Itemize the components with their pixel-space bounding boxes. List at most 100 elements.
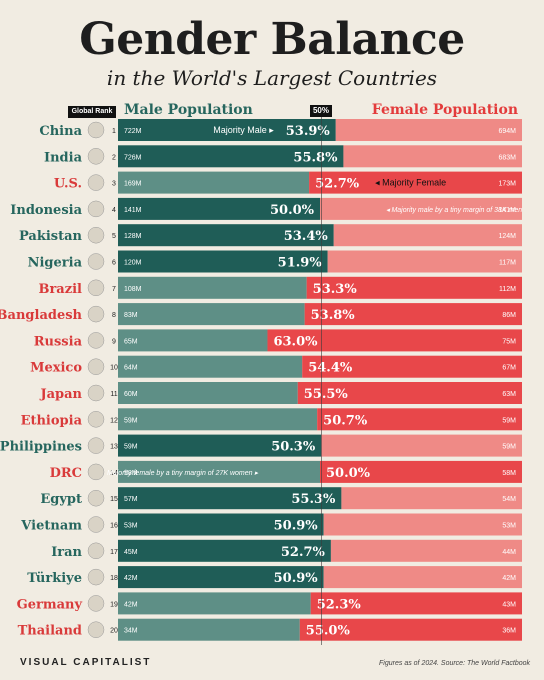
percentage-label: 63.0% [273, 334, 318, 349]
female-bar [304, 303, 522, 326]
drc-flag [87, 463, 105, 481]
percentage-label: 55.5% [304, 387, 349, 402]
male-bar [118, 513, 324, 536]
female-bar [335, 119, 522, 141]
country-label: Ethiopia [21, 413, 83, 428]
country-label: Nigeria [28, 256, 83, 271]
female-value-label: 141M [498, 207, 516, 214]
female-value-label: 44M [502, 549, 516, 556]
male-value-label: 59M [124, 417, 138, 424]
male-bar [118, 592, 311, 615]
source-note: Figures as of 2024. Source: The World Fa… [379, 660, 530, 667]
female-value-label: 112M [499, 286, 516, 293]
iran-flag [87, 542, 105, 560]
rank-label: 15 [110, 496, 118, 503]
country-label: Japan [39, 387, 82, 402]
rank-label: 19 [110, 601, 118, 608]
percentage-label: 50.0% [326, 466, 371, 481]
female-bar [299, 618, 522, 641]
male-value-label: 722M [124, 128, 142, 135]
male-bar [118, 119, 336, 141]
female-value-label: 694M [498, 128, 516, 135]
bangladesh-flag [87, 305, 105, 323]
country-label: Thailand [18, 624, 82, 639]
male-value-label: 83M [124, 312, 138, 319]
female-bar [302, 355, 522, 378]
female-bar [297, 382, 522, 404]
thailand-flag [87, 621, 105, 638]
female-value-label: 59M [502, 444, 516, 451]
male-bar [118, 250, 328, 273]
female-value-label: 42M [502, 575, 516, 582]
rank-label: 7 [112, 286, 116, 293]
rank-label: 2 [112, 154, 116, 161]
japan-flag [87, 384, 105, 402]
country-label: China [39, 124, 82, 139]
female-bar [323, 513, 522, 536]
male-value-label: 57M [124, 496, 138, 503]
percentage-label: 53.9% [286, 124, 331, 139]
male-value-label: 108M [124, 286, 142, 293]
male-bar [118, 460, 320, 483]
percentage-label: 55.3% [291, 492, 336, 507]
country-label: Türkiye [27, 571, 82, 586]
female-value-label: 53M [502, 523, 516, 530]
country-label: Brazil [38, 282, 82, 297]
female-bar [317, 408, 522, 431]
egypt-flag [87, 489, 105, 507]
brand-logo: VISUAL CAPITALIST [20, 657, 152, 668]
rank-label: 4 [112, 207, 116, 214]
country-label: Iran [51, 545, 82, 560]
male-bar [118, 145, 344, 168]
male-value-label: 58M [124, 470, 138, 477]
germany-flag [87, 595, 105, 612]
country-label: Germany [17, 597, 83, 612]
male-value-label: 42M [124, 575, 138, 582]
percentage-label: 53.4% [284, 229, 329, 244]
female-bar [321, 434, 522, 457]
female-value-label: 683M [498, 154, 516, 161]
country-label: DRC [50, 466, 82, 481]
female-bar [309, 171, 522, 194]
nigeria-flag [87, 253, 105, 270]
rank-label: 16 [110, 523, 118, 530]
percentage-label: 53.3% [313, 282, 358, 297]
philippines-flag [87, 437, 105, 454]
brazil-flag [87, 279, 105, 297]
female-value-label: 63M [502, 391, 516, 398]
china-flag [87, 121, 105, 139]
female-value-label: 86M [502, 312, 516, 319]
rank-label: 12 [110, 417, 118, 424]
country-label: Indonesia [10, 203, 82, 218]
rank-label: 5 [112, 233, 116, 240]
country-label: Russia [34, 334, 83, 349]
chart-title: Gender Balance [79, 14, 465, 65]
female-value-label: 36M [502, 628, 516, 635]
male-value-label: 141M [124, 207, 142, 214]
rank-label: 11 [110, 391, 117, 398]
country-label: Mexico [30, 361, 82, 376]
country-label: India [44, 150, 83, 165]
female-value-label: 58M [502, 470, 516, 477]
rank-label: 20 [110, 628, 118, 635]
male-value-label: 42M [124, 601, 138, 608]
female-value-label: 117M [499, 260, 516, 267]
us-flag [87, 174, 105, 191]
male-bar [118, 408, 318, 431]
country-label: U.S. [54, 177, 82, 192]
male-bar [118, 197, 320, 220]
percentage-label: 51.9% [278, 256, 323, 271]
male-bar [118, 434, 322, 457]
annotation-label: ◂ Majority Female [375, 178, 446, 188]
rank-label: 18 [110, 575, 118, 582]
female-value-label: 67M [502, 365, 516, 372]
rank-label: 14 [110, 470, 118, 477]
female-population-header: Female Population [371, 102, 518, 118]
percentage-label: 55.8% [293, 150, 338, 165]
female-bar [267, 329, 522, 352]
percentage-label: 50.0% [270, 203, 315, 218]
male-value-label: 128M [124, 233, 142, 240]
percentage-label: 50.7% [323, 413, 368, 428]
percentage-label: 54.4% [308, 361, 353, 376]
male-bar [118, 355, 303, 378]
